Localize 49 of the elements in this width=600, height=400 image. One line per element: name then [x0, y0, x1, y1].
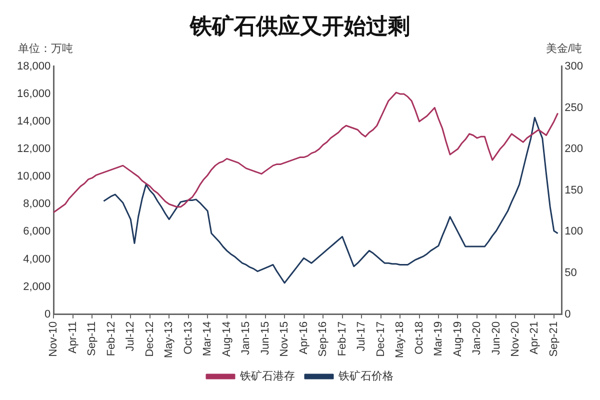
- legend-label: 铁矿石价格: [338, 370, 394, 383]
- y-tick-label: 18,000: [16, 60, 51, 72]
- y-tick-label: 6,000: [23, 226, 51, 238]
- x-tick-label: Jan-20: [471, 321, 484, 355]
- x-tick-label: May-13: [163, 321, 176, 358]
- x-tick-label: Nov-15: [278, 321, 291, 357]
- y2-tick-label: 150: [564, 184, 584, 196]
- y-tick-label: 10,000: [16, 170, 51, 183]
- y-tick-label: 0: [44, 308, 51, 320]
- x-tick-label: Mar-14: [202, 321, 214, 356]
- y2-tick-label: 300: [564, 60, 584, 72]
- y-tick-label: 8,000: [23, 198, 51, 210]
- x-tick-label: Jun-20: [490, 321, 502, 355]
- x-tick-label: Nov-10: [48, 321, 60, 357]
- x-tick-label: Mar-19: [432, 321, 445, 356]
- x-tick-label: Apr-11: [66, 321, 79, 354]
- x-tick-label: Sep-21: [548, 321, 560, 357]
- x-tick-label: Aug-14: [220, 321, 233, 357]
- y-tick-label: 4,000: [23, 253, 51, 266]
- y-tick-label: 12,000: [16, 143, 51, 156]
- y2-tick-label: 200: [564, 143, 584, 156]
- chart-title: 铁矿石供应又开始过剩: [189, 13, 410, 38]
- y-tick-label: 2,000: [23, 280, 51, 293]
- x-tick-label: Dec-17: [374, 321, 387, 357]
- x-tick-label: Oct-18: [413, 321, 426, 354]
- x-tick-label: Sep-11: [86, 321, 98, 356]
- y-tick-label: 16,000: [16, 88, 51, 100]
- x-tick-label: Apr-21: [528, 321, 541, 354]
- x-tick-label: Apr-16: [298, 321, 310, 354]
- x-tick-label: Dec-12: [144, 321, 156, 357]
- x-tick-label: Jan-15: [240, 321, 252, 355]
- x-tick-label: Jul-17: [356, 321, 368, 352]
- x-tick-label: Nov-20: [509, 321, 522, 357]
- y2-tick-label: 50: [564, 267, 577, 280]
- x-tick-label: Oct-13: [182, 321, 194, 354]
- y2-axis-title: 美金/吨: [546, 42, 582, 55]
- y2-tick-label: 100: [564, 226, 584, 238]
- x-tick-label: Aug-19: [452, 321, 464, 357]
- x-tick-label: Feb-12: [105, 321, 118, 356]
- x-tick-label: Jun-15: [259, 321, 272, 355]
- y2-tick-label: 250: [564, 102, 584, 114]
- y-axis-title: 单位：万吨: [18, 42, 73, 55]
- x-tick-label: Sep-16: [317, 321, 330, 357]
- legend-label: 铁矿石港存: [239, 370, 295, 383]
- x-tick-label: Jul-12: [124, 321, 137, 352]
- y2-tick-label: 0: [564, 308, 571, 320]
- x-tick-label: Feb-17: [336, 321, 348, 356]
- y-tick-label: 14,000: [16, 116, 51, 128]
- x-tick-label: May-18: [394, 321, 406, 358]
